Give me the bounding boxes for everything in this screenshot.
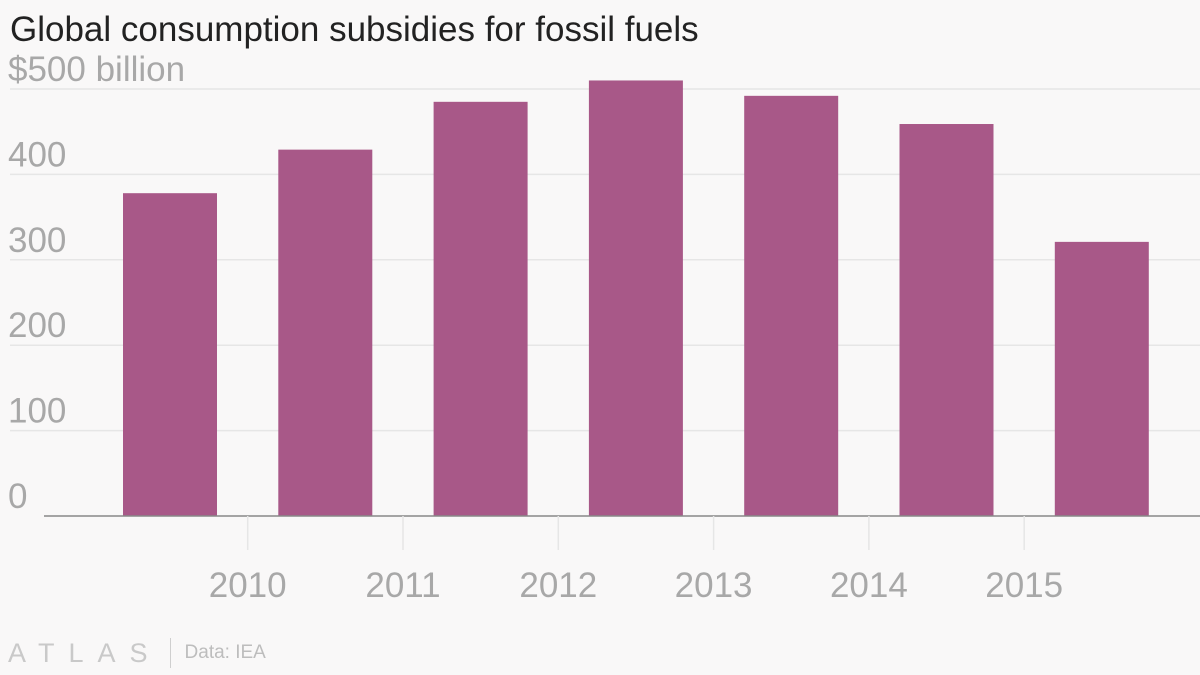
axes — [44, 515, 1200, 550]
footer-divider — [169, 638, 171, 668]
y-tick-label: 100 — [8, 392, 66, 431]
bars — [123, 80, 1149, 517]
y-tick-label: 200 — [8, 306, 66, 345]
chart-title: Global consumption subsidies for fossil … — [10, 10, 699, 49]
x-tick-label: 2012 — [519, 566, 597, 605]
x-tick-label: 2011 — [365, 566, 440, 605]
bar-2015 — [1054, 241, 1149, 516]
source-note: Data: IEA — [184, 642, 266, 663]
y-tick-label: 400 — [8, 135, 66, 174]
bar-2011 — [433, 101, 528, 516]
x-tick-label: 2014 — [830, 566, 908, 605]
bar-2009 — [123, 193, 217, 517]
bar-2013 — [744, 95, 839, 516]
x-tick-label: 2010 — [209, 566, 287, 605]
y-tick-label: $500 billion — [8, 50, 185, 89]
x-tick-label: 2015 — [985, 566, 1063, 605]
tick-labels: 0 100 200 300 400 $500 billion 2010 2011 2012 201… — [8, 50, 1063, 605]
bar-2012 — [588, 80, 683, 517]
atlas-logo: ATLAS — [8, 637, 162, 668]
bar-2014 — [899, 124, 994, 516]
x-tick-label: 2013 — [675, 566, 753, 605]
bar-2010 — [278, 149, 373, 516]
footer: ATLAS Data: IEA — [8, 638, 266, 668]
y-tick-label: 0 — [8, 477, 27, 516]
y-tick-label: 300 — [8, 221, 66, 260]
